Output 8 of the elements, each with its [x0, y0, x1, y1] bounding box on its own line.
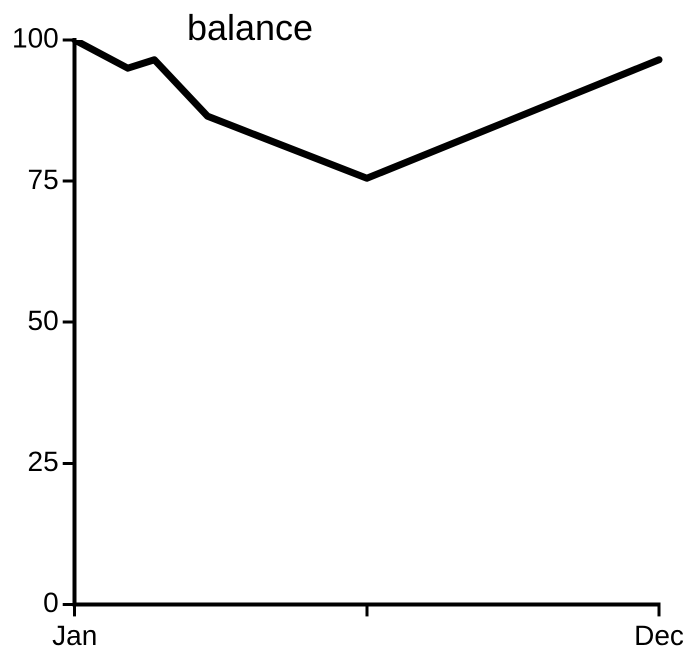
y-tick-label: 0	[43, 587, 59, 618]
y-tick-label: 100	[12, 22, 59, 54]
x-tick-label: Jan	[52, 620, 98, 651]
chart-title: balance	[186, 7, 314, 48]
y-tick-label: 25	[28, 446, 59, 478]
y-tick-label: 50	[28, 304, 59, 336]
x-tick-label: Dec	[634, 620, 684, 651]
y-tick-label: 75	[28, 164, 59, 195]
